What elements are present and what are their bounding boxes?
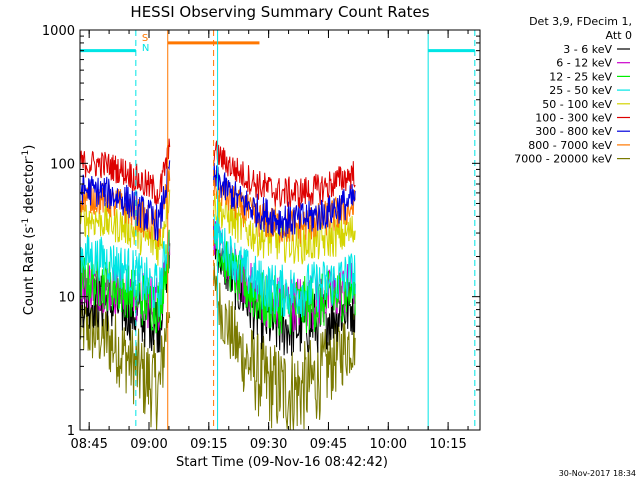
x-tick-label: 08:45 <box>70 437 107 452</box>
series-line-5-part2 <box>213 193 356 265</box>
x-tick-label: 09:00 <box>130 437 167 452</box>
chart-title: HESSI Observing Summary Count Rates <box>130 3 429 21</box>
y-axis: 1 10 100 1000 <box>42 24 480 439</box>
series-line-7-part1 <box>79 160 171 241</box>
series-line-2-part1 <box>79 230 171 331</box>
legend-label: 7000 - 20000 keV <box>514 153 612 166</box>
legend-label: 3 - 6 keV <box>563 43 612 56</box>
x-tick-label: 10:15 <box>429 437 466 452</box>
legend-header-line2: Att 0 <box>606 29 632 42</box>
x-tick-label: 09:45 <box>310 437 347 452</box>
series-line-4-part1 <box>79 231 170 317</box>
timestamp: 30-Nov-2017 18:34 <box>559 469 636 478</box>
plot-frame <box>79 29 481 431</box>
night-flag-letter: N <box>142 43 149 54</box>
series-line-9-part2 <box>213 262 356 431</box>
series-line-7-part2 <box>213 162 356 238</box>
plot-area: SN <box>79 30 476 431</box>
series-line-6-part1 <box>79 138 171 206</box>
x-tick-label: 09:30 <box>250 437 287 452</box>
legend-label: 100 - 300 keV <box>535 112 612 125</box>
y-axis-label-sup1: -1 <box>21 218 31 227</box>
y-tick-label: 100 <box>50 157 75 172</box>
series-line-9-part1 <box>79 293 171 431</box>
y-axis-label-sup2: -1 <box>21 150 31 159</box>
series-line-4-part2 <box>213 214 356 318</box>
y-axis-label-end: ) <box>22 145 37 150</box>
y-axis-label-mid: detector <box>22 158 37 218</box>
y-tick-label: 1000 <box>42 24 75 39</box>
legend-header-line1: Det 3,9, FDecim 1, <box>529 15 632 28</box>
y-axis-label: Count Rate (s-1 detector-1) <box>21 145 37 316</box>
x-tick-label: 09:15 <box>190 437 227 452</box>
x-axis-label: Start Time (09-Nov-16 08:42:42) <box>176 455 388 470</box>
legend-label: 800 - 7000 keV <box>528 139 612 152</box>
legend-label: 12 - 25 keV <box>549 70 612 83</box>
x-axis: 08:45 09:00 09:15 09:30 09:45 10:00 10:15 <box>70 30 469 452</box>
y-tick-label: 10 <box>58 291 75 306</box>
series-line-6-part2 <box>213 140 356 209</box>
y-tick-label: 1 <box>67 424 75 439</box>
legend-label: 300 - 800 keV <box>535 125 612 138</box>
saa-flag-letter: S <box>142 33 148 44</box>
legend-label: 6 - 12 keV <box>556 57 612 70</box>
legend-label: 50 - 100 keV <box>542 98 612 111</box>
y-axis-label-main: Count Rate (s <box>22 227 37 316</box>
legend-label: 25 - 50 keV <box>549 84 612 97</box>
x-tick-label: 10:00 <box>370 437 407 452</box>
